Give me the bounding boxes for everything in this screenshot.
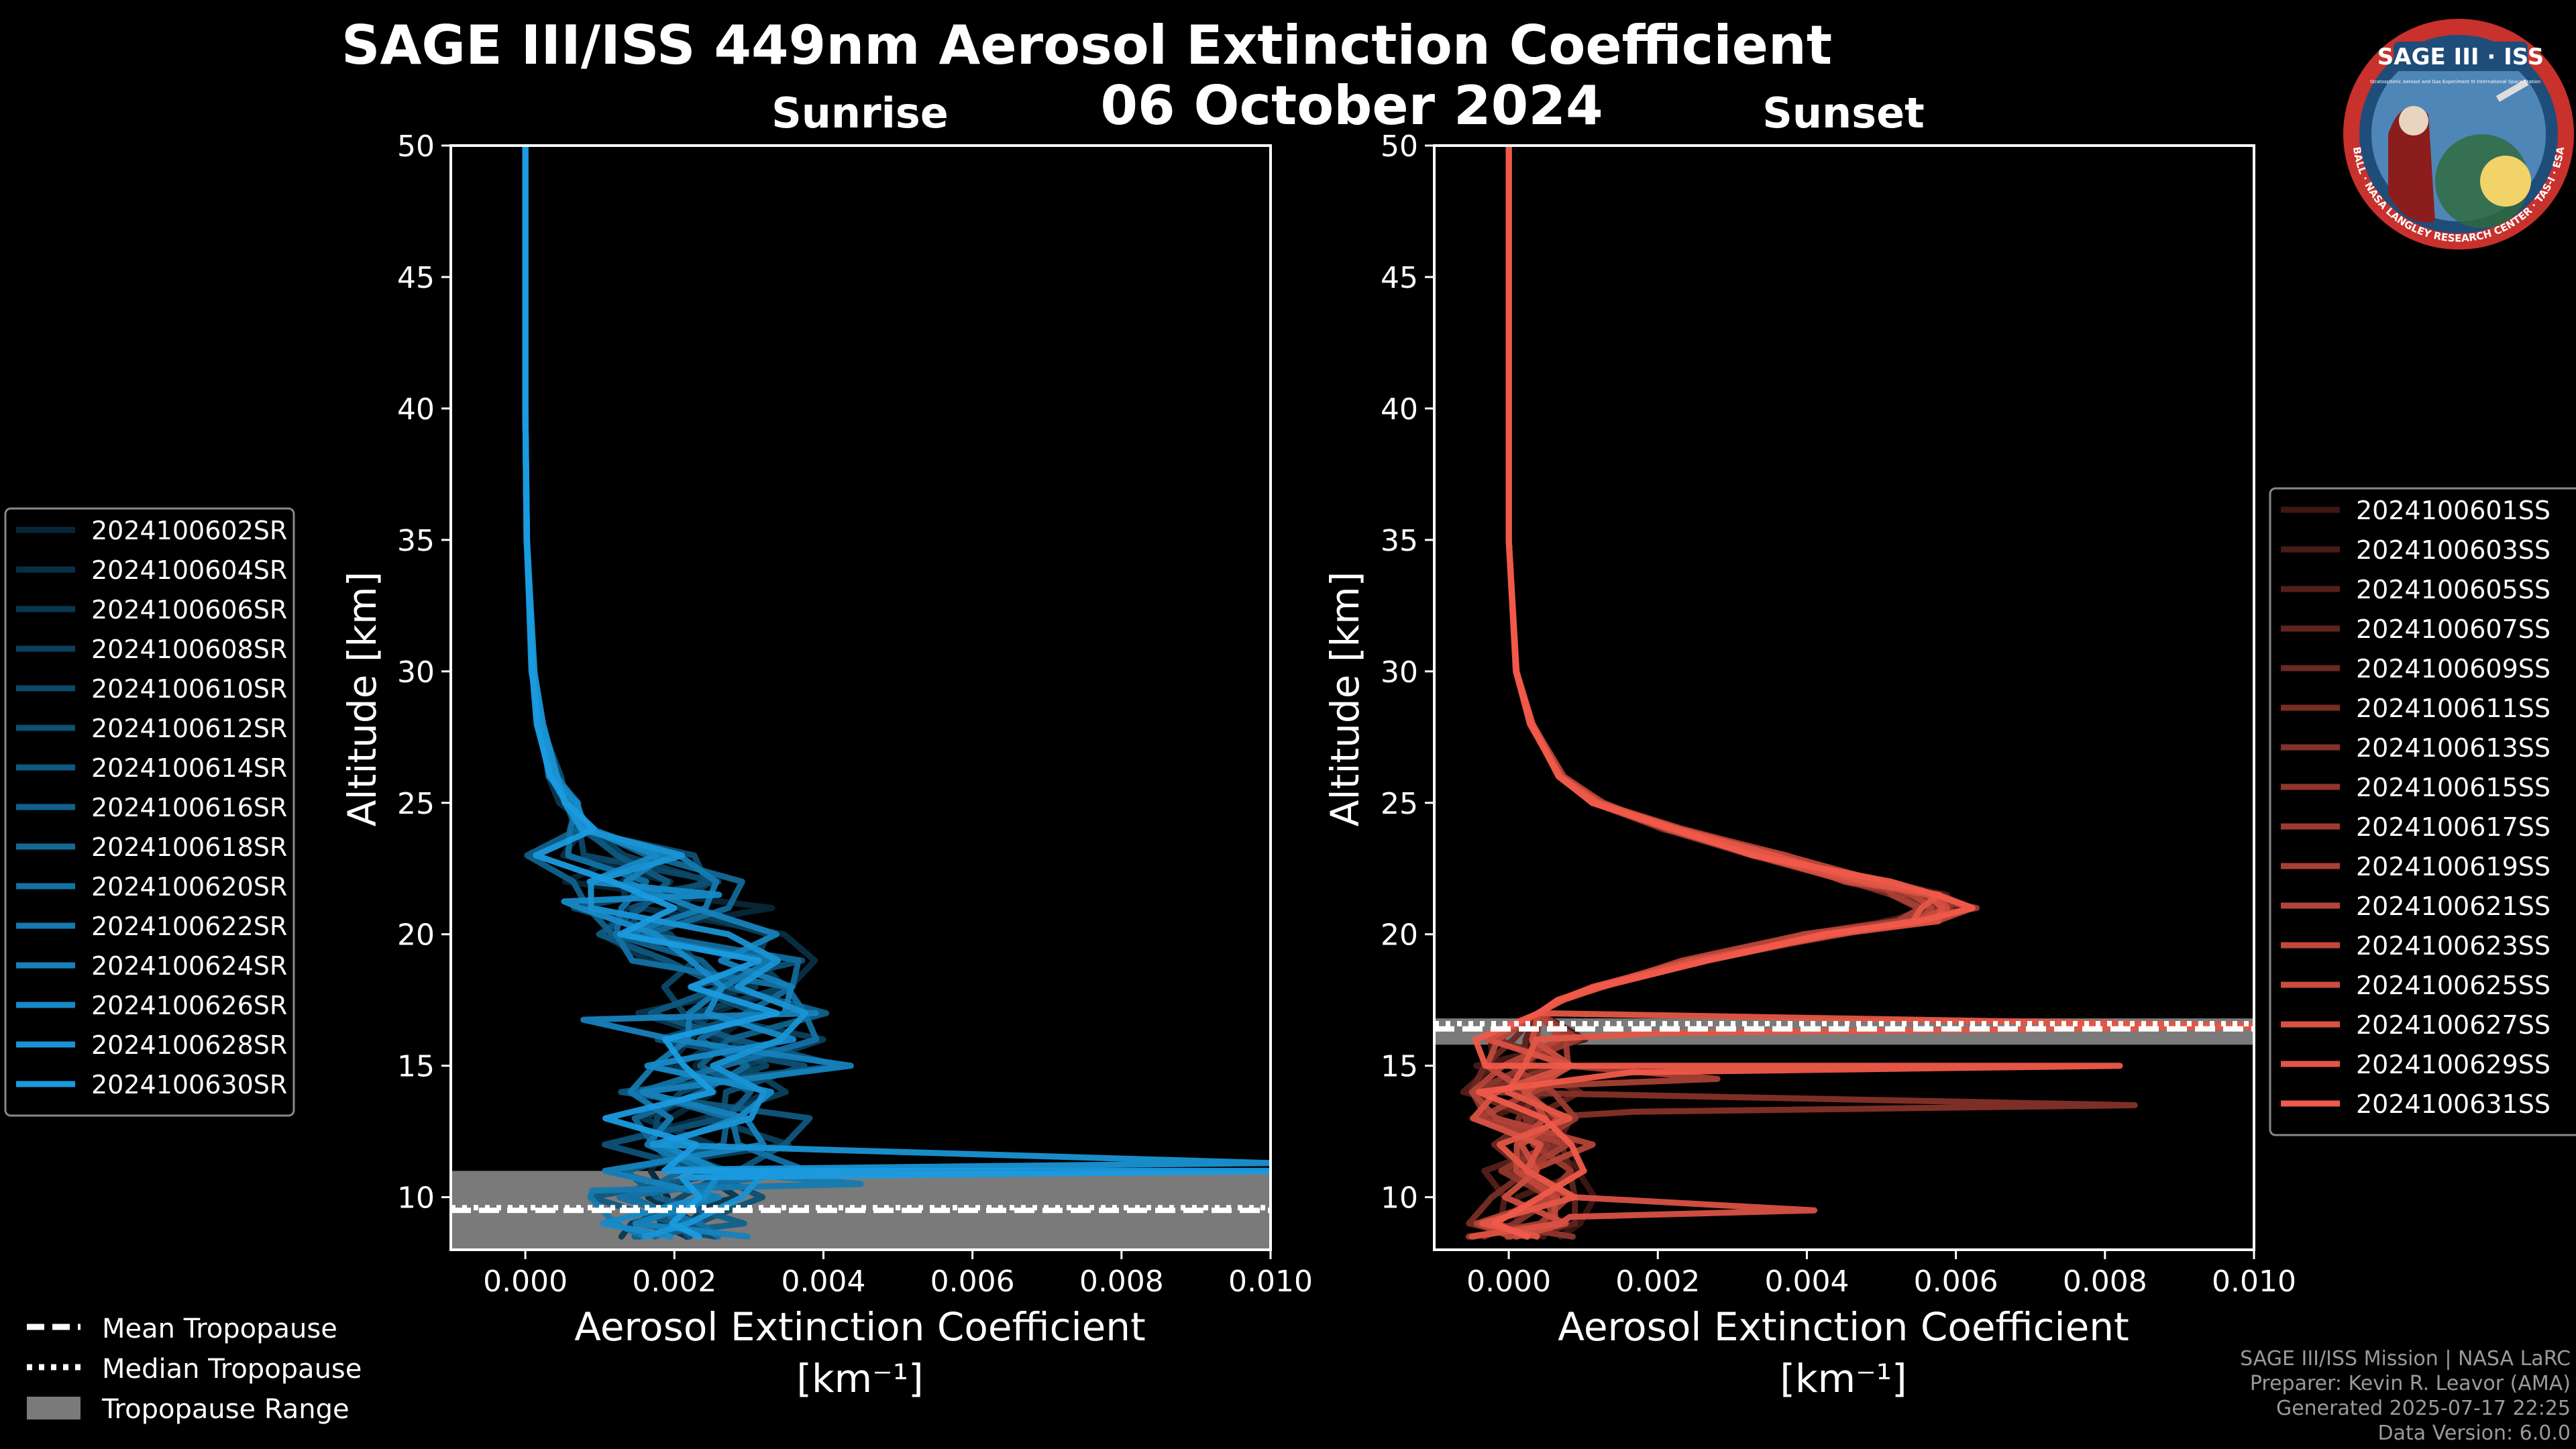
mean-tropopause-label: Mean Tropopause bbox=[102, 1313, 337, 1344]
y-tick-label: 45 bbox=[1381, 261, 1418, 295]
legend-label-2024100617SS: 2024100617SS bbox=[2356, 812, 2551, 842]
y-tick-label: 50 bbox=[1381, 129, 1418, 164]
sunset-xlabel: Aerosol Extinction Coefficient bbox=[1558, 1304, 2129, 1350]
x-tick-label: 0.006 bbox=[1914, 1265, 1998, 1299]
legend-label-2024100624SR: 2024100624SR bbox=[91, 951, 287, 981]
x-tick-label: 0.004 bbox=[1764, 1265, 1849, 1299]
plot-frame bbox=[1433, 144, 2255, 1251]
tropopause-legend: Mean Tropopause Median Tropopause Tropop… bbox=[27, 1313, 362, 1425]
legend-box bbox=[4, 507, 295, 1117]
credit-mission: SAGE III/ISS Mission | NASA LaRC bbox=[2240, 1347, 2571, 1371]
y-tick-label: 40 bbox=[1381, 392, 1418, 427]
series-line-2024100628SR bbox=[522, 146, 1271, 1240]
y-tick-label: 30 bbox=[397, 655, 435, 690]
sunrise-ylabel: Altitude [km] bbox=[339, 572, 385, 826]
x-tick-label: 0.010 bbox=[2212, 1265, 2296, 1299]
y-tick-label: 20 bbox=[397, 918, 435, 953]
sunrise-xunit: [km⁻¹] bbox=[796, 1356, 923, 1401]
legend-label-2024100608SR: 2024100608SR bbox=[91, 635, 287, 664]
legend-label-2024100626SR: 2024100626SR bbox=[91, 991, 287, 1020]
median-tropopause-label: Median Tropopause bbox=[102, 1354, 362, 1385]
y-tick-label: 30 bbox=[1381, 655, 1418, 690]
legend-label-2024100616SR: 2024100616SR bbox=[91, 793, 287, 822]
x-tick-label: 0.006 bbox=[930, 1265, 1015, 1299]
x-tick-label: 0.002 bbox=[632, 1265, 716, 1299]
sunrise-panel-title: Sunrise bbox=[771, 89, 949, 138]
sunset-legend: 2024100601SS 2024100603SS 2024100605SS 2024… bbox=[2269, 487, 2576, 1136]
credits: SAGE III/ISS Mission | NASA LaRC Prepare… bbox=[2240, 1347, 2571, 1445]
x-tick-label: 0.004 bbox=[781, 1265, 865, 1299]
y-tick-label: 50 bbox=[397, 129, 435, 164]
legend-label-2024100627SS: 2024100627SS bbox=[2356, 1010, 2551, 1040]
legend-label-2024100613SS: 2024100613SS bbox=[2356, 733, 2551, 763]
legend-label-2024100619SS: 2024100619SS bbox=[2356, 852, 2551, 881]
y-tick-label: 25 bbox=[1381, 787, 1418, 821]
y-tick-label: 45 bbox=[397, 261, 435, 295]
legend-label-2024100621SS: 2024100621SS bbox=[2356, 892, 2551, 921]
legend-label-2024100614SR: 2024100614SR bbox=[91, 753, 287, 783]
y-tick-label: 25 bbox=[397, 787, 435, 821]
legend-label-2024100625SS: 2024100625SS bbox=[2356, 971, 2551, 1000]
legend-box bbox=[2269, 487, 2576, 1136]
y-tick-label: 35 bbox=[1381, 524, 1418, 558]
legend-label-2024100607SS: 2024100607SS bbox=[2356, 614, 2551, 644]
legend-label-2024100606SR: 2024100606SR bbox=[91, 595, 287, 625]
sage-iii-iss-logo: SAGE III · ISS Stratospheric Aerosol and… bbox=[2343, 19, 2574, 250]
legend-label-2024100610SR: 2024100610SR bbox=[91, 674, 287, 704]
series-lines bbox=[1460, 146, 2254, 1240]
tropopause-range-swatch bbox=[27, 1397, 80, 1419]
plot-frame bbox=[449, 144, 1272, 1251]
sunrise-xlabel: Aerosol Extinction Coefficient bbox=[574, 1304, 1146, 1350]
logo-side-text: Stratospheric Aerosol and Gas Experiment… bbox=[2370, 79, 2541, 85]
legend-label-2024100631SS: 2024100631SS bbox=[2356, 1089, 2551, 1119]
sunrise-panel: 0.000 0.002 0.004 0.006 0.008 0.010 10 15 20 25 30… bbox=[397, 129, 1313, 1299]
legend-label-2024100623SS: 2024100623SS bbox=[2356, 931, 2551, 961]
series-lines bbox=[522, 146, 1271, 1240]
figure-date: 06 October 2024 bbox=[1100, 74, 1603, 137]
legend-label-2024100612SR: 2024100612SR bbox=[91, 714, 287, 743]
credit-preparer: Preparer: Kevin R. Leavor (AMA) bbox=[2250, 1372, 2571, 1395]
legend-label-2024100604SR: 2024100604SR bbox=[91, 555, 287, 585]
figure-title: SAGE III/ISS 449nm Aerosol Extinction Co… bbox=[341, 14, 1832, 76]
legend-label-2024100629SS: 2024100629SS bbox=[2356, 1050, 2551, 1079]
legend-label-2024100603SS: 2024100603SS bbox=[2356, 535, 2551, 565]
legend-label-2024100615SS: 2024100615SS bbox=[2356, 773, 2551, 802]
legend-label-2024100622SR: 2024100622SR bbox=[91, 912, 287, 941]
credit-version: Data Version: 6.0.0 bbox=[2378, 1421, 2571, 1445]
legend-label-2024100605SS: 2024100605SS bbox=[2356, 575, 2551, 604]
legend-label-2024100620SR: 2024100620SR bbox=[91, 872, 287, 902]
x-tick-label: 0.000 bbox=[1466, 1265, 1551, 1299]
series-line-2024100631SS bbox=[1472, 146, 2123, 1240]
y-tick-label: 15 bbox=[1381, 1050, 1418, 1084]
y-tick-label: 15 bbox=[397, 1050, 435, 1084]
legend-label-2024100602SR: 2024100602SR bbox=[91, 516, 287, 545]
sunset-panel-title: Sunset bbox=[1762, 89, 1925, 138]
y-tick-label: 35 bbox=[397, 524, 435, 558]
legend-label-2024100628SR: 2024100628SR bbox=[91, 1030, 287, 1060]
x-tick-label: 0.008 bbox=[2063, 1265, 2147, 1299]
logo-text: SAGE III · ISS bbox=[2377, 44, 2544, 70]
x-tick-label: 0.002 bbox=[1615, 1265, 1700, 1299]
x-tick-label: 0.008 bbox=[1079, 1265, 1164, 1299]
sunset-panel: 0.000 0.002 0.004 0.006 0.008 0.010 10 15 20 25 30… bbox=[1381, 129, 2296, 1299]
x-tick-label: 0.000 bbox=[483, 1265, 568, 1299]
sunset-ylabel: Altitude [km] bbox=[1322, 572, 1368, 826]
legend-label-2024100611SS: 2024100611SS bbox=[2356, 694, 2551, 723]
legend-label-2024100630SR: 2024100630SR bbox=[91, 1070, 287, 1099]
legend-label-2024100601SS: 2024100601SS bbox=[2356, 496, 2551, 525]
y-tick-label: 20 bbox=[1381, 918, 1418, 953]
credit-generated: Generated 2025-07-17 22:25 bbox=[2276, 1397, 2571, 1420]
sunrise-legend: 2024100602SR 2024100604SR 2024100606SR 2024… bbox=[4, 507, 295, 1117]
legend-label-2024100609SS: 2024100609SS bbox=[2356, 654, 2551, 684]
series-line-2024100630SR bbox=[522, 146, 1271, 1240]
y-tick-label: 10 bbox=[1381, 1181, 1418, 1216]
tropopause-range-label: Tropopause Range bbox=[101, 1394, 350, 1425]
x-tick-label: 0.010 bbox=[1228, 1265, 1313, 1299]
y-tick-label: 10 bbox=[397, 1181, 435, 1216]
y-tick-label: 40 bbox=[397, 392, 435, 427]
legend-label-2024100618SR: 2024100618SR bbox=[91, 833, 287, 862]
sunset-xunit: [km⁻¹] bbox=[1780, 1356, 1907, 1401]
